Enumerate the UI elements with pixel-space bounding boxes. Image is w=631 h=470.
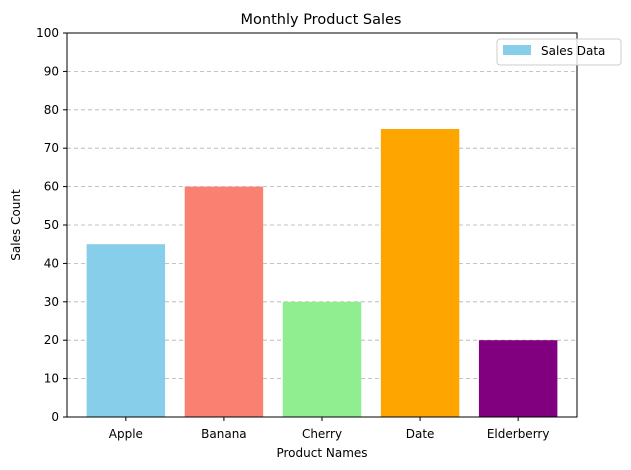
x-tick-label: Date	[406, 427, 435, 441]
bar-apple	[86, 244, 166, 417]
x-tick-label: Banana	[201, 427, 247, 441]
x-tick-label: Elderberry	[487, 427, 550, 441]
y-tick-label: 0	[51, 410, 59, 424]
bar-cherry	[282, 301, 362, 417]
bars	[86, 129, 558, 417]
y-tick-label: 40	[44, 256, 59, 270]
bar-date	[380, 129, 460, 417]
y-tick-label: 90	[44, 64, 59, 78]
bar-elderberry	[478, 340, 558, 417]
legend: Sales Data	[496, 38, 622, 66]
y-tick-label: 100	[36, 26, 59, 40]
y-tick-label: 50	[44, 218, 59, 232]
x-tick-label: Cherry	[302, 427, 342, 441]
legend-label: Sales Data	[541, 44, 605, 58]
legend-swatch	[503, 45, 531, 55]
y-axis: 0 10 20 30 40 50 60 70 80 90 100	[36, 26, 67, 424]
y-axis-label: Sales Count	[9, 189, 23, 261]
bar-banana	[184, 186, 264, 417]
y-tick-label: 30	[44, 295, 59, 309]
x-axis: Apple Banana Cherry Date Elderberry	[109, 417, 550, 441]
y-tick-label: 60	[44, 180, 59, 194]
x-tick-label: Apple	[109, 427, 143, 441]
y-tick-label: 80	[44, 103, 59, 117]
y-tick-label: 70	[44, 141, 59, 155]
y-tick-label: 20	[44, 333, 59, 347]
x-axis-label: Product Names	[276, 446, 367, 460]
y-tick-label: 10	[44, 372, 59, 386]
chart-title: Monthly Product Sales	[241, 12, 402, 28]
